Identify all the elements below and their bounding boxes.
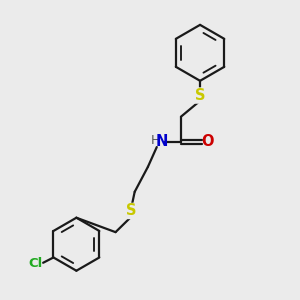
Text: O: O <box>202 134 214 149</box>
Text: Cl: Cl <box>28 257 42 271</box>
Text: S: S <box>127 203 137 218</box>
Text: H: H <box>151 134 160 147</box>
Text: N: N <box>156 134 168 149</box>
Text: S: S <box>195 88 205 103</box>
